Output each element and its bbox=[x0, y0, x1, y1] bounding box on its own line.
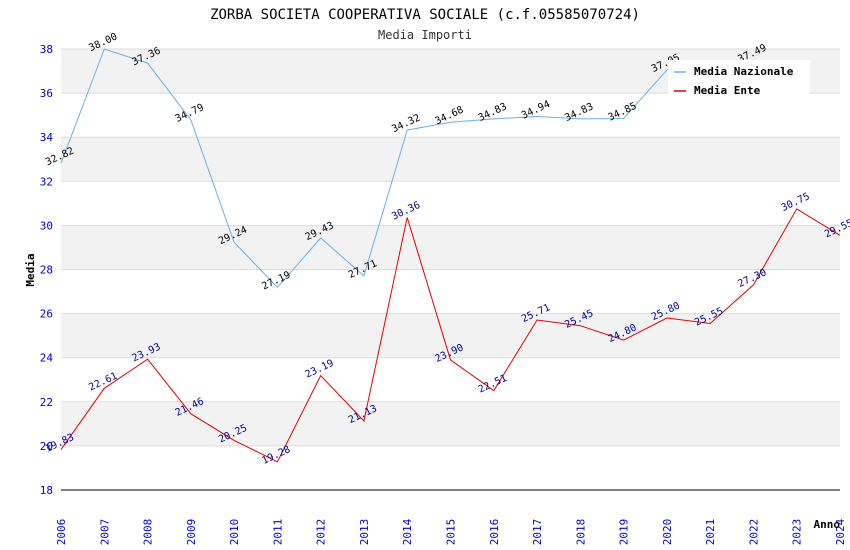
y-tick-label: 20 bbox=[40, 440, 53, 453]
x-tick-label: 2014 bbox=[401, 518, 414, 545]
x-tick-label: 2024 bbox=[834, 518, 847, 545]
x-tick-label: 2006 bbox=[55, 519, 68, 546]
y-tick-labels: 18 20 22 24 26 28 30 32 34 36 38 bbox=[40, 43, 54, 497]
data-label: 34.85 bbox=[607, 101, 639, 124]
y-tick-label: 18 bbox=[40, 484, 53, 497]
grid-band bbox=[61, 401, 840, 446]
x-tick-label: 2023 bbox=[791, 519, 804, 546]
legend-label-nazionale: Media Nazionale bbox=[694, 65, 794, 78]
legend-label-ente: Media Ente bbox=[694, 84, 761, 97]
y-tick-label: 24 bbox=[40, 352, 54, 365]
y-tick-label: 30 bbox=[40, 219, 53, 232]
y-tick-label: 34 bbox=[40, 131, 54, 144]
legend: Media Nazionale Media Ente bbox=[668, 60, 810, 98]
data-label: 34.68 bbox=[433, 105, 465, 128]
data-label: 27.30 bbox=[736, 267, 768, 290]
data-label: 34.83 bbox=[563, 101, 595, 124]
x-tick-label: 2009 bbox=[185, 519, 198, 546]
x-tick-label: 2019 bbox=[618, 519, 631, 546]
x-axis-label: Anno bbox=[814, 518, 841, 531]
x-tick-label: 2011 bbox=[271, 519, 284, 546]
x-tick-label: 2021 bbox=[704, 519, 717, 546]
x-tick-label: 2015 bbox=[445, 519, 458, 546]
grid-band bbox=[61, 313, 840, 358]
x-tick-labels: 2006 2007 2008 2009 2010 2011 2012 2013 2014 2015… bbox=[55, 518, 847, 545]
x-tick-label: 2016 bbox=[488, 519, 501, 546]
y-tick-label: 26 bbox=[40, 308, 53, 321]
chart-subtitle: Media Importi bbox=[378, 28, 472, 42]
x-tick-label: 2007 bbox=[98, 519, 111, 546]
grid-band bbox=[61, 225, 840, 270]
data-label: 34.79 bbox=[174, 102, 206, 125]
y-tick-label: 32 bbox=[40, 175, 53, 188]
series-line-nazionale bbox=[60, 48, 754, 289]
y-tick-label: 36 bbox=[40, 87, 53, 100]
y-axis-label: Media bbox=[24, 253, 37, 286]
x-tick-label: 2018 bbox=[574, 519, 587, 546]
grid-lines bbox=[61, 48, 840, 491]
data-label: 30.36 bbox=[390, 200, 422, 223]
data-label: 22.51 bbox=[477, 373, 509, 396]
chart-title: ZORBA SOCIETA COOPERATIVA SOCIALE (c.f.0… bbox=[210, 7, 640, 23]
x-tick-label: 2008 bbox=[142, 519, 155, 546]
x-tick-label: 2013 bbox=[358, 519, 371, 546]
x-tick-label: 2022 bbox=[747, 519, 760, 546]
data-label: 34.94 bbox=[520, 99, 552, 122]
x-tick-label: 2020 bbox=[661, 519, 674, 546]
data-label: 19.28 bbox=[260, 444, 292, 467]
series-lines bbox=[60, 48, 841, 463]
y-tick-label: 28 bbox=[40, 264, 53, 277]
data-label: 34.83 bbox=[477, 101, 509, 124]
x-tick-label: 2017 bbox=[531, 519, 544, 546]
grid-band bbox=[61, 137, 840, 182]
x-tick-label: 2010 bbox=[228, 519, 241, 546]
y-tick-label: 38 bbox=[40, 43, 53, 56]
legend-box bbox=[668, 60, 810, 98]
series-line-ente bbox=[60, 208, 841, 463]
data-label: 34.32 bbox=[390, 113, 422, 136]
x-tick-label: 2012 bbox=[315, 519, 328, 546]
data-label: 27.19 bbox=[260, 270, 292, 293]
y-tick-label: 22 bbox=[40, 396, 53, 409]
grid-bands bbox=[61, 49, 840, 446]
data-label: 19.83 bbox=[44, 432, 76, 455]
